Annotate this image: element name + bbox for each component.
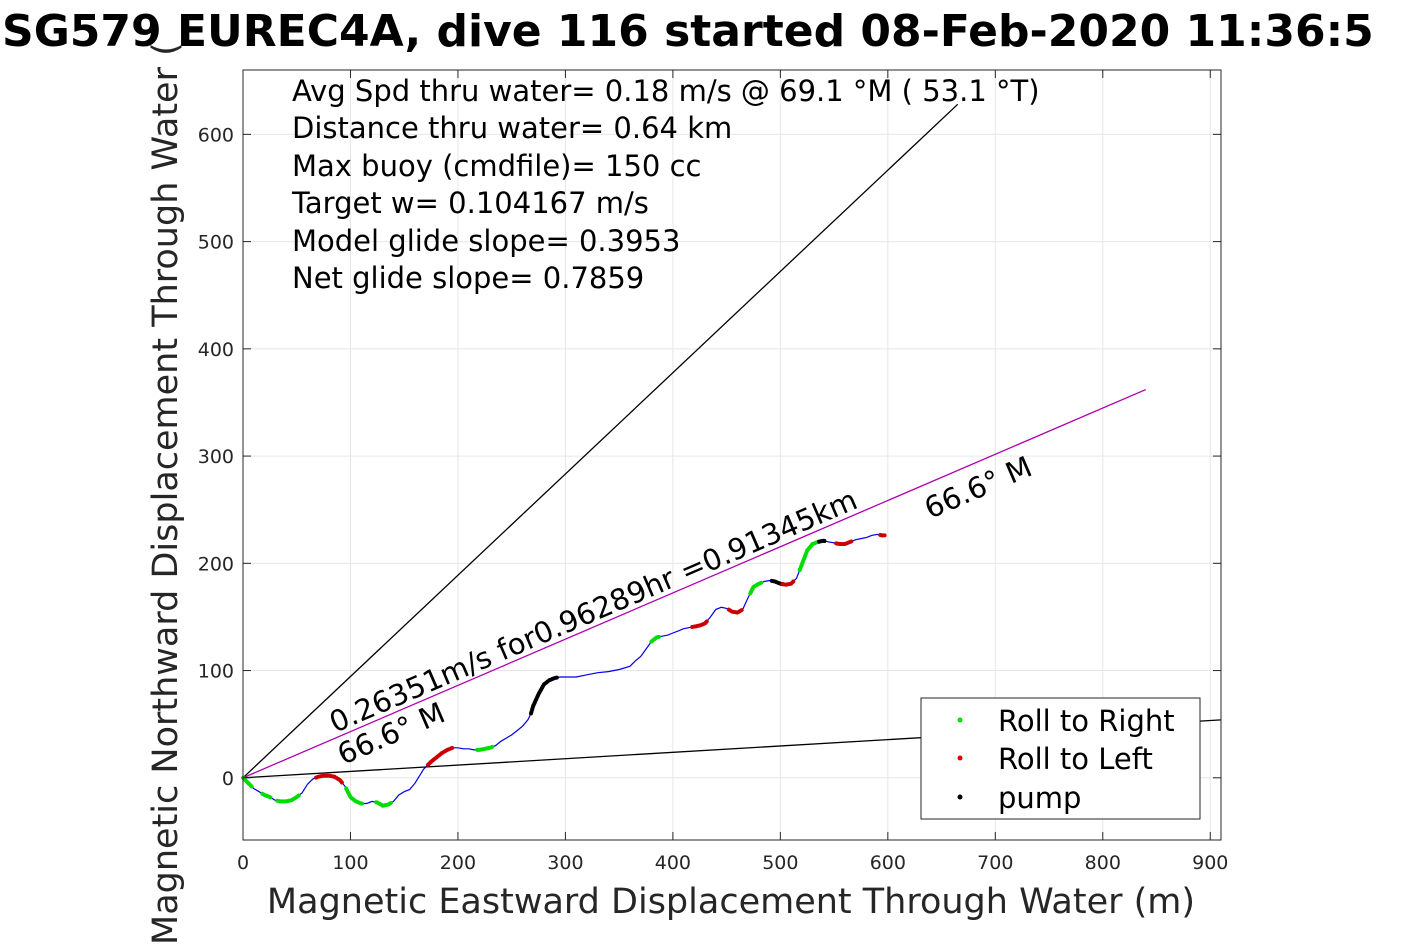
roll-segment-right: [475, 744, 495, 752]
plot-frame: [242, 69, 1222, 841]
x-axis-label: Magnetic Eastward Displacement Through W…: [267, 882, 1195, 922]
roll-segment-left: [780, 579, 796, 587]
legend-label-left: Roll to Left: [998, 742, 1153, 776]
legend-box: [920, 697, 1201, 820]
roll-segment-right: [275, 793, 301, 804]
x-tick-label: 500: [762, 852, 798, 874]
y-axis-label: Magnetic Northward Displacement Through …: [146, 42, 186, 945]
legend-label-pump: pump: [998, 781, 1081, 815]
x-tick-label: 100: [332, 852, 368, 874]
x-tick-label: 700: [977, 852, 1013, 874]
x-tick-label: 300: [547, 852, 583, 874]
roll-segment-left: [834, 539, 854, 546]
legend-marker-left: [957, 755, 963, 761]
roll-segment-right: [344, 786, 366, 806]
x-tick-label: 400: [655, 852, 691, 874]
info-line: Model glide slope= 0.3953: [292, 224, 680, 258]
roll-segment-left: [726, 607, 744, 615]
x-tick-label: 900: [1192, 852, 1228, 874]
roll-segment-right: [649, 634, 662, 644]
legend-marker-pump: [957, 794, 963, 800]
info-line: Avg Spd thru water= 0.18 m/s @ 69.1 °M (…: [292, 74, 1040, 108]
roll-segments: [241, 533, 887, 808]
roll-segment-right: [260, 791, 273, 800]
roll-segment-left: [314, 773, 344, 785]
x-tick-label: 600: [870, 852, 906, 874]
legend: Roll to Right Roll to Left pump: [920, 697, 1201, 820]
legend-marker-right: [957, 717, 963, 723]
roll-segment-right: [374, 800, 394, 808]
info-line: Max buoy (cmdfile)= 150 cc: [292, 149, 701, 183]
roll-segment-right: [797, 539, 822, 572]
info-line: Target w= 0.104167 m/s: [291, 186, 649, 220]
legend-label-right: Roll to Right: [998, 704, 1175, 738]
roll-segment-right: [748, 580, 763, 596]
x-axis-ticks: 0 100 200 300 400 500 600 700 800 900: [237, 70, 1228, 874]
reference-line: [242, 388, 1147, 779]
y-tick-label: 600: [198, 124, 234, 146]
x-tick-label: 0: [237, 852, 249, 874]
info-line: Net glide slope= 0.7859: [292, 261, 644, 295]
y-tick-label: 200: [198, 553, 234, 575]
chart-title: SG579 EUREC4A, dive 116 started 08-Feb-2…: [2, 6, 1374, 57]
y-tick-label: 100: [198, 661, 234, 683]
info-text-block: Avg Spd thru water= 0.18 m/s @ 69.1 °M (…: [291, 74, 1040, 295]
info-line: Distance thru water= 0.64 km: [292, 111, 732, 145]
x-tick-label: 800: [1085, 852, 1121, 874]
reference-line: [242, 103, 959, 779]
y-tick-label: 400: [198, 339, 234, 361]
roll-segment-right: [241, 775, 254, 789]
y-tick-label: 500: [198, 232, 234, 254]
roll-segment-left: [690, 618, 710, 629]
y-tick-label: 0: [222, 768, 234, 790]
roll-segment-pump: [529, 675, 559, 716]
roll-segment-pump: [817, 538, 828, 544]
y-tick-label: 300: [198, 446, 234, 468]
x-tick-label: 200: [440, 852, 476, 874]
y-axis-ticks: 0 100 200 300 400 500 600: [198, 124, 1221, 790]
roll-segment-left: [425, 745, 456, 767]
